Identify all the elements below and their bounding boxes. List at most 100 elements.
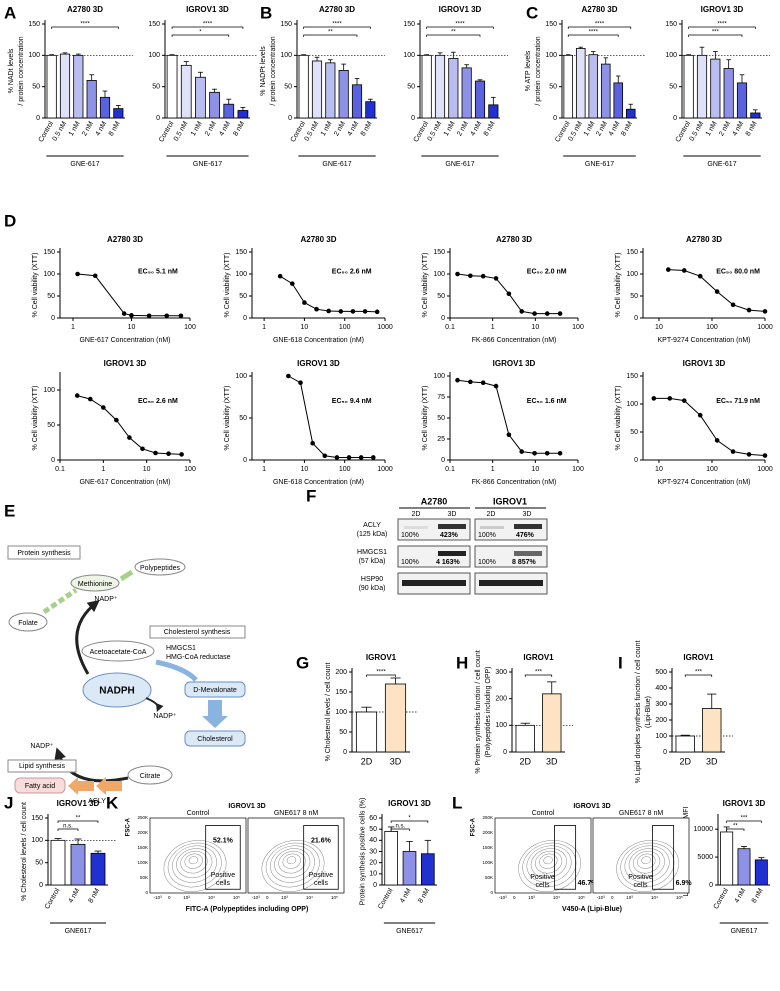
- flow-y-tick: 150K: [482, 845, 493, 850]
- gate: [554, 825, 577, 890]
- y-axis-label: % Cell viability (XTT): [32, 386, 39, 451]
- gate-label: cells: [634, 882, 649, 889]
- x-tick-label: 2D: [519, 756, 531, 766]
- x-axis-label: GNE617: [731, 928, 758, 935]
- data-point: [114, 417, 119, 423]
- flow-title: IGROV1 3D: [573, 803, 610, 810]
- x-tick-label: 10: [143, 466, 151, 473]
- annotation: EC₅₀ 2.0 nM: [527, 269, 567, 276]
- bar: [311, 60, 323, 119]
- blot-header: IGROV1: [493, 496, 527, 506]
- significance-label: **: [76, 816, 81, 822]
- significance-label: ****: [589, 30, 599, 36]
- chart-title: IGROV1: [523, 653, 554, 662]
- y-tick-label: 100: [665, 52, 677, 59]
- y-tick-label: 0: [36, 115, 40, 122]
- gate: [652, 825, 675, 890]
- contour: [278, 850, 306, 874]
- x-axis-label: GNE-618 Concentration (nM): [273, 337, 364, 344]
- y-tick-label: 0: [441, 315, 445, 322]
- data-point: [519, 309, 525, 314]
- flow-y-tick: 150K: [137, 845, 148, 850]
- y-tick-label: 100: [235, 373, 247, 380]
- chart-title: A2780 3D: [581, 5, 617, 14]
- x-tick-label: 3D: [706, 756, 718, 766]
- significance-label: **: [328, 30, 333, 36]
- y-tick-label: 300: [655, 701, 667, 708]
- significance-bracket: [303, 26, 371, 29]
- gate-percent: 6.9%: [676, 880, 693, 887]
- y-tick-label: 200: [335, 669, 347, 676]
- bar: [384, 683, 407, 753]
- chart-title: IGROV1 3D: [57, 799, 100, 808]
- x-tick-label: 8 nM: [417, 887, 431, 904]
- contour: [539, 853, 558, 869]
- node-label: Methionine: [78, 581, 112, 588]
- data-point: [362, 309, 368, 314]
- flow-x-tick: 10⁵: [676, 895, 683, 900]
- flow-y-tick: 0: [490, 890, 493, 895]
- node-label: Folate: [18, 620, 38, 627]
- x-tick-label: 4 nM: [399, 887, 413, 904]
- gate-label: Positive: [211, 872, 236, 879]
- flow-x-tick: -10³: [252, 895, 261, 900]
- data-point: [286, 373, 291, 379]
- chart-title: IGROV1: [366, 653, 397, 662]
- flow-x-tick: 10³: [183, 895, 190, 900]
- contour: [188, 856, 199, 865]
- data-point: [714, 438, 720, 443]
- data-point: [762, 309, 768, 314]
- x-tick-label: 2 nM: [81, 120, 95, 137]
- panel-label: C: [526, 3, 538, 22]
- contour: [632, 850, 661, 874]
- contour: [526, 845, 572, 883]
- significance-bracket: [171, 34, 230, 37]
- flow-x-tick: 0: [513, 895, 516, 900]
- flow-x-label: V450-A (Lipi-Blue): [562, 906, 622, 913]
- y-tick-label: 100: [43, 271, 55, 278]
- row-label: HSP90: [361, 576, 383, 583]
- node: [184, 681, 246, 698]
- contour: [270, 845, 315, 883]
- chart-title: A2780 3D: [107, 235, 143, 244]
- x-tick-label: 100: [339, 324, 351, 331]
- x-axis-label: GNE617: [65, 928, 92, 935]
- chart-title: A2780 3D: [319, 5, 355, 14]
- y-tick-label: 100: [28, 52, 40, 59]
- x-tick-label: 1: [101, 466, 105, 473]
- flow-title: IGROV1 3D: [228, 803, 265, 810]
- data-point: [314, 306, 319, 312]
- contour: [274, 848, 311, 879]
- significance-label: ****: [717, 22, 727, 28]
- data-point: [302, 300, 307, 305]
- y-axis-label: / protein concentration: [18, 36, 25, 105]
- bar: [223, 103, 235, 119]
- y-tick-label: 150: [28, 21, 40, 28]
- x-tick-label: 2D: [361, 756, 373, 766]
- flow-y-tick: 200K: [137, 830, 148, 835]
- flow-y-label: FSC-A: [471, 817, 477, 836]
- condition: 2D: [487, 511, 496, 518]
- y-tick-label: 0: [288, 115, 292, 122]
- significance-label: n.s.: [63, 824, 73, 830]
- flow-x-tick: 0: [168, 895, 171, 900]
- data-point: [326, 308, 331, 314]
- x-tick-label: Control: [44, 887, 62, 910]
- x-tick-label: 1000: [377, 324, 393, 331]
- bar: [421, 54, 432, 119]
- y-tick-label: 5000: [697, 854, 713, 861]
- x-tick-label: 4 nM: [733, 887, 747, 904]
- y-tick-label: 100: [626, 401, 638, 408]
- x-axis-label: GNE-617: [445, 161, 474, 168]
- bar: [209, 91, 220, 119]
- bar: [702, 708, 722, 753]
- data-point: [730, 302, 736, 308]
- y-tick-label: 150: [665, 21, 677, 28]
- band-value: 8 857%: [512, 559, 537, 566]
- chart-title: IGROV1 3D: [701, 5, 744, 14]
- gate-percent: 21.6%: [311, 837, 332, 844]
- group-label: Protein synthesis: [17, 550, 71, 557]
- data-point: [557, 311, 563, 316]
- x-tick-label: 2 nM: [718, 120, 732, 137]
- significance-bracket: [51, 26, 119, 29]
